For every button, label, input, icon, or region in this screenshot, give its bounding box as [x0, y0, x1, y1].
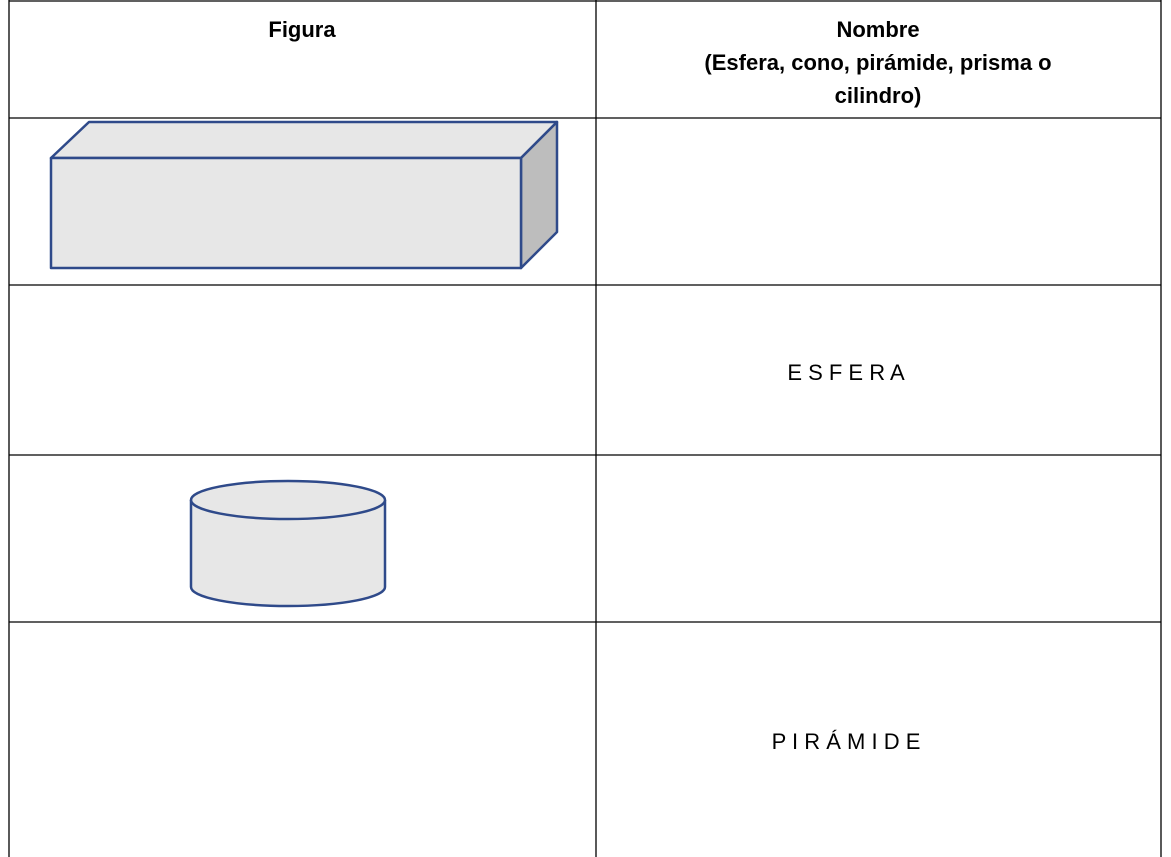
cylinder-body: [189, 500, 387, 608]
header-name-hint: (Esfera, cono, pirámide, prisma o: [704, 50, 1051, 75]
answer-text: P I R Á M I D E: [772, 729, 921, 754]
prism-front: [49, 156, 523, 270]
cylinder-figure: [189, 479, 387, 608]
header-name-hint: cilindro): [835, 83, 922, 108]
answer-text: E S F E R A: [787, 360, 905, 385]
header-name: Nombre: [836, 17, 919, 42]
prism-top: [49, 120, 559, 160]
header-figure: Figura: [268, 17, 336, 42]
prism-figure: [49, 120, 559, 270]
table-grid: [8, 0, 1162, 857]
cylinder-top: [189, 479, 387, 521]
